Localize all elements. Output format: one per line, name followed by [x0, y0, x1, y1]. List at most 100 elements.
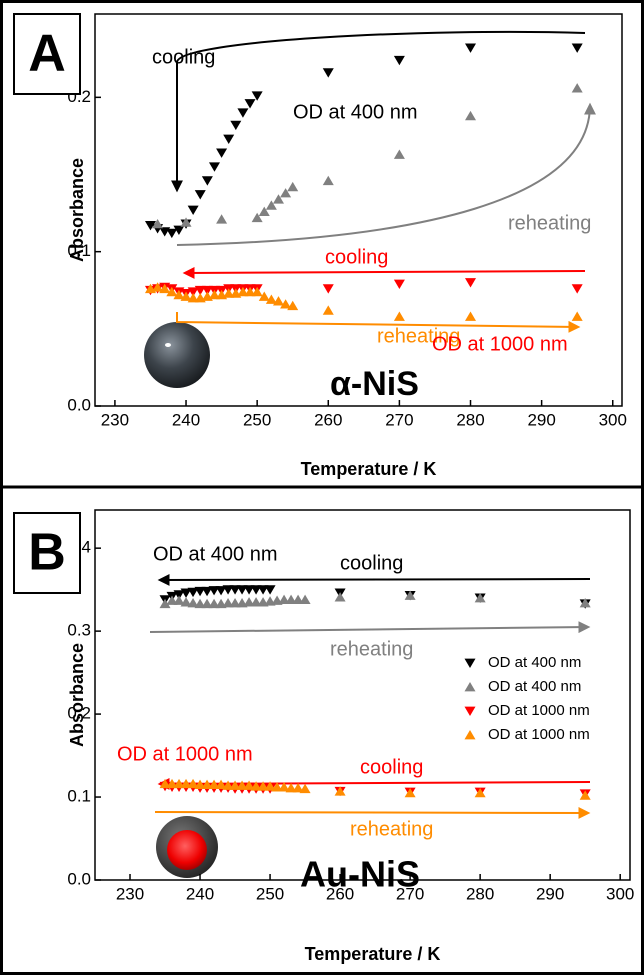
marker	[257, 585, 269, 595]
marker	[187, 205, 199, 215]
marker	[229, 585, 241, 595]
marker	[187, 293, 199, 303]
marker	[264, 585, 276, 595]
marker	[258, 291, 270, 301]
marker	[322, 68, 334, 78]
annotation: OD at 400 nm	[153, 543, 278, 565]
x-tick-label: 290	[536, 884, 564, 903]
marker	[287, 300, 299, 311]
marker	[299, 594, 311, 604]
x-tick-label: 270	[396, 884, 424, 903]
annotation: Au-NiS	[300, 854, 420, 895]
marker	[571, 83, 583, 93]
x-tick-label: 250	[243, 410, 271, 429]
marker	[236, 585, 248, 595]
marker	[159, 598, 171, 609]
marker	[272, 194, 284, 204]
x-tick-label: 230	[101, 410, 129, 429]
marker	[579, 790, 591, 800]
marker	[187, 287, 199, 297]
marker	[216, 148, 228, 158]
y-tick-label: 0.2	[67, 704, 91, 723]
marker	[393, 55, 405, 66]
marker	[194, 586, 206, 597]
marker	[222, 585, 234, 595]
x-tick-label: 250	[256, 884, 284, 903]
marker	[166, 778, 178, 789]
annotation: reheating	[330, 638, 413, 660]
marker	[208, 289, 220, 300]
panel-label-box	[13, 512, 81, 594]
annotation: cooling	[325, 246, 388, 268]
marker	[173, 289, 185, 300]
x-axis-label: Temperature / K	[305, 944, 441, 964]
marker	[579, 597, 591, 608]
x-tick-label: 240	[186, 884, 214, 903]
marker	[251, 91, 263, 101]
marker	[278, 782, 290, 792]
marker	[264, 781, 276, 791]
marker	[265, 294, 277, 304]
marker	[280, 299, 292, 309]
annotation: cooling	[340, 552, 403, 574]
marker	[258, 206, 270, 216]
marker	[237, 108, 249, 118]
y-axis-label: Absorbance	[67, 158, 87, 262]
marker	[250, 585, 262, 595]
arrow	[154, 806, 591, 819]
marker	[187, 587, 199, 598]
marker	[222, 780, 234, 790]
sphere-highlight	[165, 343, 171, 347]
marker	[215, 779, 227, 789]
marker	[194, 285, 206, 296]
marker	[201, 779, 213, 789]
x-tick-label: 300	[606, 884, 634, 903]
marker	[180, 778, 192, 789]
legend-marker	[464, 658, 476, 668]
marker	[215, 586, 227, 596]
annotation: OD at 1000 nm	[117, 743, 253, 765]
marker	[278, 594, 290, 604]
marker	[152, 282, 164, 292]
x-tick-label: 260	[314, 410, 342, 429]
marker	[334, 592, 346, 602]
marker	[265, 200, 277, 210]
marker	[243, 597, 255, 607]
marker	[173, 595, 185, 605]
arrow	[176, 312, 581, 333]
arrow	[182, 266, 586, 279]
annotation: OD at 1000 nm	[432, 333, 568, 355]
legend-marker	[464, 682, 476, 692]
marker	[243, 585, 255, 595]
marker	[180, 291, 192, 301]
marker	[322, 175, 334, 186]
marker	[187, 778, 199, 789]
arrow	[157, 573, 591, 586]
marker	[180, 597, 192, 607]
legend-marker	[464, 730, 476, 740]
marker	[180, 588, 192, 598]
annotation: OD at 400 nm	[293, 101, 418, 123]
plot-frame	[94, 509, 631, 881]
y-axis-label: Absorbance	[67, 643, 87, 747]
x-tick-label: 300	[599, 410, 627, 429]
marker	[393, 279, 405, 290]
marker	[229, 597, 241, 608]
marker	[201, 285, 213, 296]
marker	[194, 779, 206, 789]
marker	[257, 781, 269, 791]
marker	[393, 149, 405, 159]
marker	[244, 99, 256, 109]
annotation: reheating	[377, 325, 460, 347]
legend-marker	[464, 706, 476, 716]
arrow	[171, 30, 586, 193]
x-tick-label: 280	[456, 410, 484, 429]
panel-label-box	[13, 13, 81, 95]
marker	[230, 120, 242, 131]
x-tick-label: 280	[466, 884, 494, 903]
marker	[404, 787, 416, 798]
marker	[465, 278, 477, 288]
panel-label: B	[28, 524, 66, 582]
annotation: cooling	[152, 46, 215, 68]
